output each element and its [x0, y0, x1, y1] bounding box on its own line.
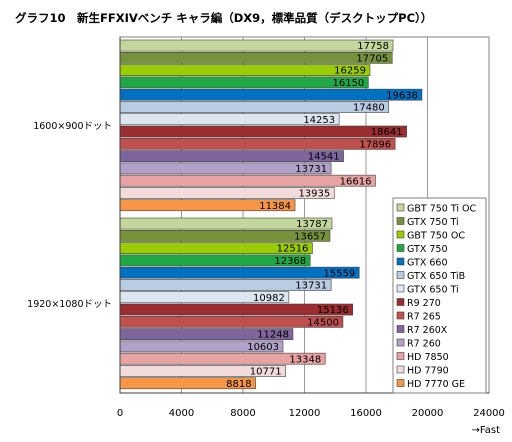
data-label: 13348 [289, 354, 321, 365]
legend-label: GBT 750 Ti OC [407, 204, 477, 215]
x-tick-label: 8000 [230, 408, 255, 419]
legend-label: HD 7790 [407, 366, 449, 377]
data-label: 17758 [357, 41, 389, 52]
data-label: 19638 [386, 90, 418, 101]
x-axis-label: →Fast [472, 425, 501, 436]
x-tick-label: 4000 [169, 408, 194, 419]
legend-swatch [396, 379, 405, 387]
data-label: 16259 [334, 66, 366, 77]
data-label: 14500 [307, 317, 339, 328]
legend-swatch [396, 311, 405, 320]
legend-swatch [396, 284, 405, 293]
data-label: 12516 [277, 244, 309, 255]
bar [119, 39, 394, 52]
data-label: 17480 [353, 103, 385, 114]
data-label: 10982 [253, 293, 285, 304]
bar [119, 101, 390, 113]
bars [119, 39, 423, 390]
data-label: 13731 [295, 281, 327, 292]
x-tick-label: 12000 [289, 408, 321, 419]
data-label: 17896 [359, 139, 391, 150]
data-label: 11384 [259, 201, 291, 212]
x-tick-label: 0 [117, 408, 123, 419]
data-label: 17705 [356, 53, 388, 64]
legend-label: GTX 750 Ti [407, 217, 459, 228]
bar [119, 51, 393, 64]
data-label: 18641 [371, 127, 403, 138]
data-label: 16150 [332, 78, 364, 89]
legend-box [392, 197, 487, 394]
category-label: 1920×1080ドット [27, 299, 112, 310]
category-label: 1600×900ドット [33, 121, 112, 132]
legend-label: R7 260X [407, 325, 448, 336]
legend-label: GTX 750 [407, 244, 448, 255]
x-tick-label: 24000 [473, 408, 505, 419]
data-label: 11248 [257, 330, 289, 341]
legend-swatch [396, 217, 405, 225]
legend-swatch [396, 325, 405, 333]
bar [119, 88, 423, 101]
data-label: 16616 [340, 176, 372, 187]
bar [119, 137, 396, 150]
data-label: 12368 [274, 256, 306, 267]
data-label: 10771 [250, 367, 282, 378]
data-label: 10603 [247, 342, 279, 353]
bar [119, 174, 376, 187]
legend-label: HD 7850 [407, 352, 449, 363]
legend-swatch [396, 365, 405, 374]
bar [119, 76, 369, 89]
data-label: 14541 [308, 152, 340, 163]
legend-swatch [396, 203, 405, 212]
legend: GBT 750 Ti OC GTX 750 Ti GBT 750 OC GTX 750… [392, 197, 487, 394]
data-label: 13787 [296, 219, 328, 230]
legend-label: GBT 750 OC [407, 231, 465, 242]
data-label: 13657 [294, 231, 326, 242]
data-label: 15559 [323, 268, 355, 279]
chart-title: グラフ10 新生FFXIVベンチ キャラ編（DX9，標準品質（デスクトップPC）… [15, 11, 432, 25]
data-label: 13935 [298, 189, 330, 200]
legend-label: R7 265 [407, 312, 441, 323]
legend-label: GTX 660 [407, 258, 448, 269]
x-tick-label: 16000 [350, 408, 382, 419]
legend-swatch [396, 244, 405, 252]
data-label: 14253 [303, 115, 335, 126]
bar [119, 125, 407, 138]
legend-swatch [396, 230, 405, 239]
legend-label: GTX 650 TiB [407, 271, 465, 282]
legend-swatch [396, 257, 405, 266]
legend-swatch [396, 352, 405, 360]
legend-label: GTX 650 Ti [407, 285, 459, 296]
legend-label: HD 7770 GE [407, 379, 465, 390]
legend-label: R9 270 [407, 298, 441, 309]
axes: 0 4000 8000 12000 16000 20000 24000 1600×900ドット… [27, 37, 505, 419]
legend-swatch [396, 271, 405, 279]
legend-swatch [396, 298, 405, 306]
data-label: 13731 [295, 164, 327, 175]
legend-label: R7 260 [407, 339, 441, 350]
data-label: 8818 [226, 379, 251, 390]
x-tick-label: 20000 [412, 408, 444, 419]
bar [119, 64, 371, 76]
legend-swatch [396, 338, 405, 347]
data-label: 15136 [317, 305, 349, 316]
